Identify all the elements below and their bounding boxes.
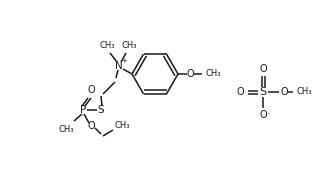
Text: O: O <box>236 87 244 97</box>
Text: P: P <box>80 105 86 115</box>
Text: O: O <box>186 69 194 79</box>
Text: CH₃: CH₃ <box>205 69 221 78</box>
Text: ⁻: ⁻ <box>266 112 270 118</box>
Text: O: O <box>87 121 95 131</box>
Text: +: + <box>121 58 127 64</box>
Text: O: O <box>87 85 95 95</box>
Text: S: S <box>98 105 104 115</box>
Text: O: O <box>259 64 267 74</box>
Text: CH₃: CH₃ <box>296 88 312 97</box>
Text: O: O <box>259 110 267 120</box>
Text: CH₃: CH₃ <box>58 125 74 133</box>
Text: CH₃: CH₃ <box>99 41 115 49</box>
Text: CH₃: CH₃ <box>114 121 130 129</box>
Text: O: O <box>280 87 288 97</box>
Text: S: S <box>259 87 267 97</box>
Text: N: N <box>115 61 123 71</box>
Text: CH₃: CH₃ <box>121 41 137 49</box>
